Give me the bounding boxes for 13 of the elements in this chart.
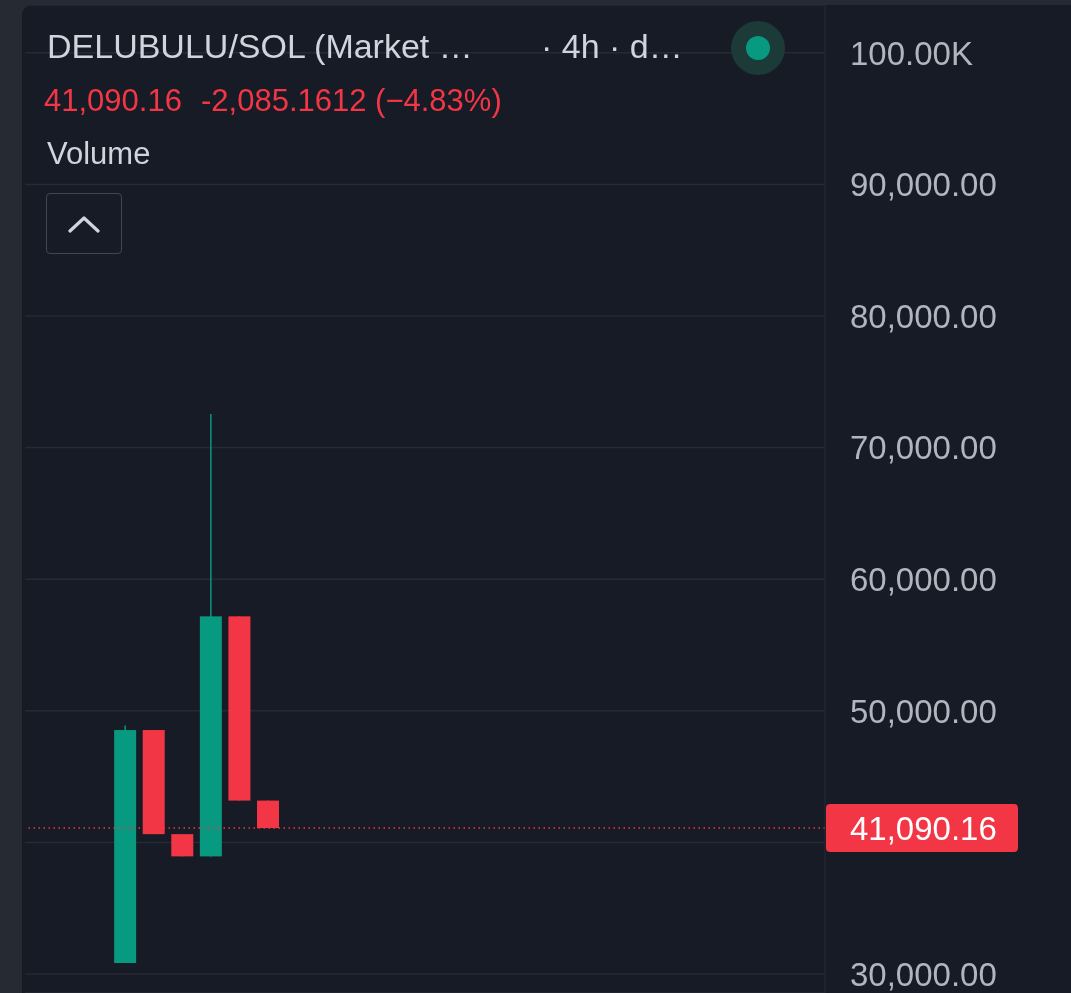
y-tick-label: 90,000.00 [850,166,997,204]
annotation: · 4h · d… [541,27,683,65]
y-tick-label: 70,000.00 [850,429,997,467]
ref-line-label: 41,090.16 [850,809,997,847]
annotation: Volume [47,136,151,171]
y-tick-label: 80,000.00 [850,297,997,335]
text: DELUBULU/SOL (Market … [47,27,473,65]
y-tick-label: 50,000.00 [850,692,997,730]
annotation: 41,090.16 [44,83,182,118]
annotation: -2,085.1612 (−4.83%) [201,83,502,118]
y-tick-label: 60,000.00 [850,561,997,599]
y-tick-label: 100.00K [850,34,973,72]
y-tick-label: 30,000.00 [850,955,997,993]
